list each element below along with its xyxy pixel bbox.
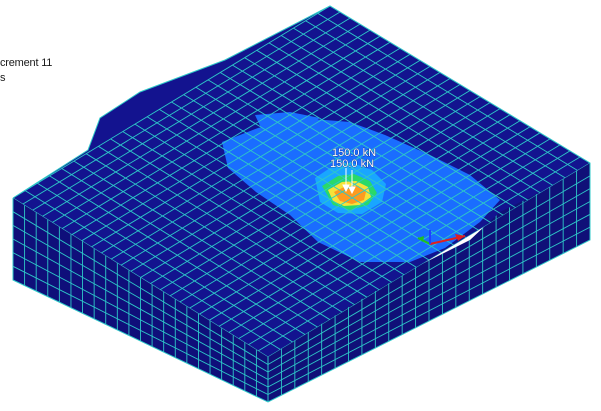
mesh-line [101,59,421,254]
mesh-line [61,35,381,229]
mesh-line [208,126,531,321]
coordinate-axes-triad[interactable] [417,230,466,245]
mesh-line [110,65,431,260]
load-arrowhead-1 [342,184,350,193]
mesh-line [179,108,501,303]
mesh-line [189,114,511,309]
point-load-arrows [342,168,356,195]
mesh-line [81,47,401,242]
mesh-line [169,102,491,297]
mesh-line [140,84,461,278]
load-label-2: 150.0 kN [330,158,374,170]
mesh-line [32,17,351,211]
mesh-line [13,252,268,388]
contour-band-orange [334,186,366,204]
axis-y-arrowhead-icon [418,236,424,242]
info-text-increment: crement 11 [0,57,53,69]
mesh-line [13,265,268,395]
mesh-line [268,175,590,365]
info-text-unit: s [0,72,6,84]
mesh-line [248,150,571,346]
mesh-line [268,188,590,373]
mesh-line [150,90,471,285]
mesh-line [22,11,341,205]
mesh-line [228,138,551,333]
mesh-line [218,132,541,327]
mesh-line [199,120,521,315]
mesh-line [120,72,441,266]
contour-band-light-2 [255,112,320,130]
mesh-line [91,53,411,248]
mesh-line [13,238,268,380]
mesh-line [42,23,361,217]
mesh-line [238,144,561,340]
mesh-line [51,29,371,223]
mesh-line [159,96,481,291]
mesh-line [268,226,590,395]
mesh-line [13,224,268,373]
mesh-line [130,78,451,272]
mesh-line [268,213,590,388]
axis-x-arrowhead-icon [455,234,465,241]
mesh-grid-left [13,198,268,402]
mesh-line [257,156,581,352]
mesh-line [13,6,331,199]
load-arrowhead-2 [348,186,356,195]
mesh-line [268,201,590,380]
mesh-outline [12,5,591,403]
mesh-line [13,211,268,365]
load-label-1: 150.0 kN [332,147,376,159]
mesh-line [71,41,391,236]
